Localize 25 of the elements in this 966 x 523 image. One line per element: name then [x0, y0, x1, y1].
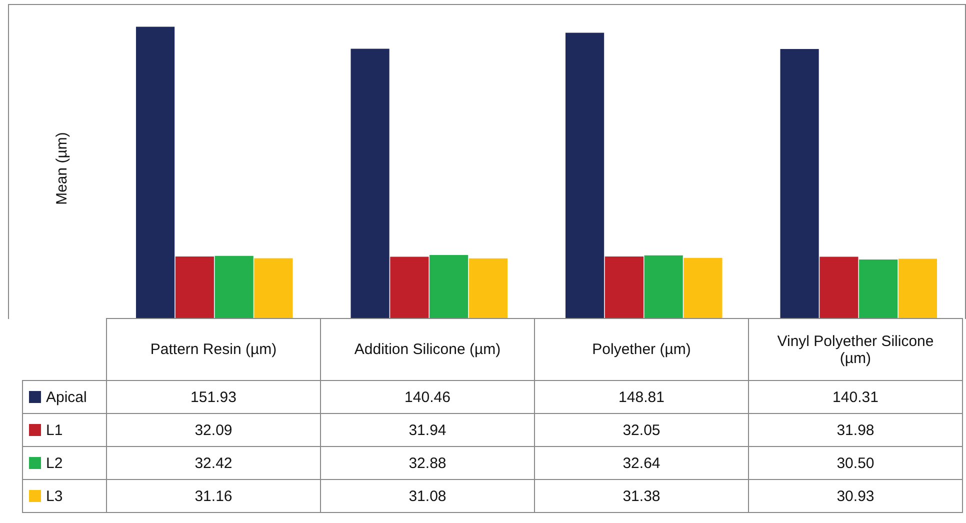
legend-label: Apical	[22, 380, 106, 414]
x-tick-label: Vinyl Polyether Silicone (µm)	[748, 318, 962, 380]
data-label: 140.31	[748, 380, 962, 414]
legend-label: L3	[22, 480, 106, 512]
legend-label: L1	[22, 414, 106, 446]
data-label: 30.93	[748, 480, 962, 512]
data-label: 148.81	[534, 380, 748, 414]
data-label: 31.16	[106, 480, 320, 512]
data-label: 30.50	[748, 446, 962, 480]
data-label: 31.94	[320, 414, 534, 446]
data-label: 32.88	[320, 446, 534, 480]
data-label: 31.08	[320, 480, 534, 512]
data-label: 31.38	[534, 480, 748, 512]
data-label: 140.46	[320, 380, 534, 414]
x-tick-label: Pattern Resin (µm)	[106, 318, 320, 380]
data-label: 32.42	[106, 446, 320, 480]
x-tick-label: Addition Silicone (µm)	[320, 318, 534, 380]
data-label: 32.64	[534, 446, 748, 480]
legend-label: L2	[22, 446, 106, 480]
y-axis-title: Mean (µm)	[54, 132, 70, 205]
data-label: 151.93	[106, 380, 320, 414]
data-label: 32.09	[106, 414, 320, 446]
data-label: 32.05	[534, 414, 748, 446]
data-label: 31.98	[748, 414, 962, 446]
x-tick-label: Polyether (µm)	[534, 318, 748, 380]
